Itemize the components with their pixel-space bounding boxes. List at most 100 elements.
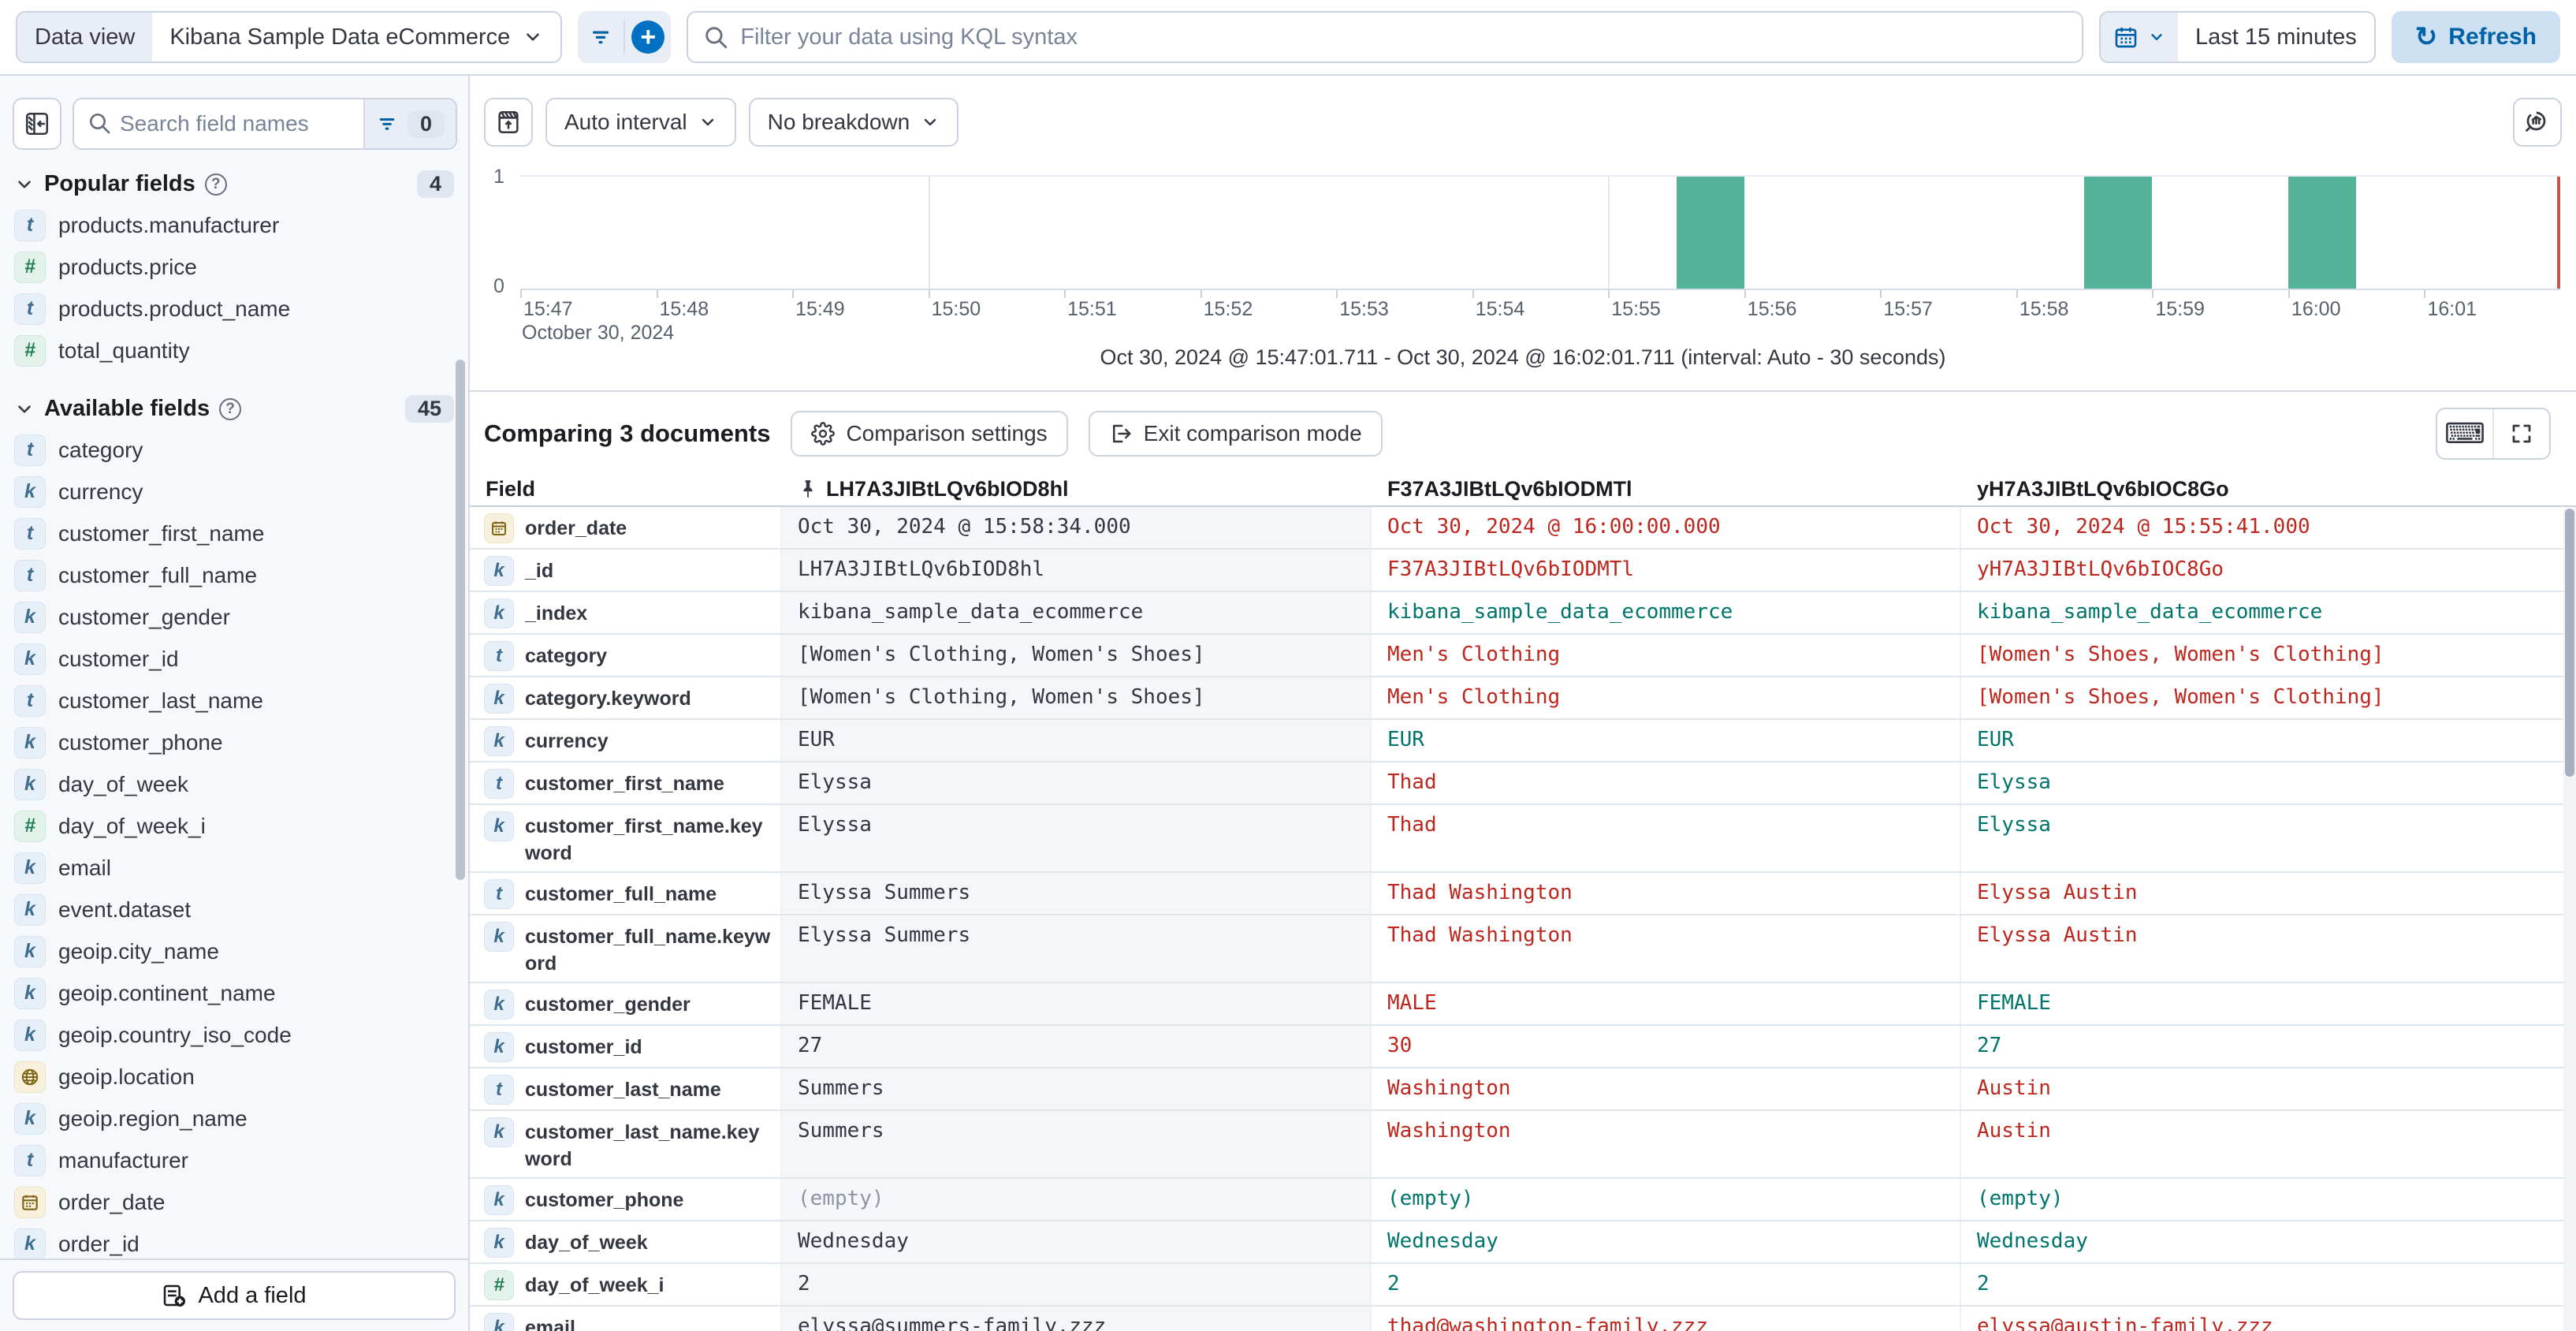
available-fields-header[interactable]: Available fields ? 45 bbox=[0, 382, 468, 429]
field-item-event.dataset[interactable]: k event.dataset bbox=[0, 889, 468, 930]
value-cell[interactable]: EUR bbox=[1372, 720, 1961, 761]
comparison-settings-button[interactable]: Comparison settings bbox=[791, 411, 1068, 457]
value-cell[interactable]: MALE bbox=[1372, 983, 1961, 1024]
value-cell[interactable]: F37A3JIBtLQv6bIODMTl bbox=[1372, 550, 1961, 591]
value-cell[interactable]: Oct 30, 2024 @ 16:00:00.000 bbox=[1372, 507, 1961, 548]
value-cell[interactable]: Austin bbox=[1961, 1111, 2576, 1177]
field-item-customer_phone[interactable]: k customer_phone bbox=[0, 721, 468, 763]
field-name-cell[interactable]: k day_of_week bbox=[470, 1221, 782, 1262]
value-cell[interactable]: kibana_sample_data_ecommerce bbox=[782, 592, 1372, 633]
value-cell[interactable]: Wednesday bbox=[782, 1221, 1372, 1262]
field-item-customer_last_name[interactable]: t customer_last_name bbox=[0, 680, 468, 721]
field-item-customer_full_name[interactable]: t customer_full_name bbox=[0, 554, 468, 596]
value-cell[interactable]: 27 bbox=[1961, 1026, 2576, 1067]
field-column-header[interactable]: Field bbox=[486, 476, 536, 501]
field-name-cell[interactable]: t customer_full_name bbox=[470, 873, 782, 914]
field-item-day_of_week_i[interactable]: # day_of_week_i bbox=[0, 805, 468, 847]
value-cell[interactable]: yH7A3JIBtLQv6bIOC8Go bbox=[1961, 550, 2576, 591]
field-search-input[interactable] bbox=[74, 99, 363, 148]
field-item-customer_gender[interactable]: k customer_gender bbox=[0, 596, 468, 638]
value-cell[interactable]: Men's Clothing bbox=[1372, 677, 1961, 718]
field-item-geoip.country_iso_code[interactable]: k geoip.country_iso_code bbox=[0, 1014, 468, 1056]
value-cell[interactable]: 2 bbox=[1372, 1264, 1961, 1305]
field-item-geoip.location[interactable]: geoip.location bbox=[0, 1056, 468, 1098]
value-cell[interactable]: Summers bbox=[782, 1068, 1372, 1109]
field-list-scroll-area[interactable]: Popular fields ? 4 t products.manufacture… bbox=[0, 150, 468, 1258]
field-name-cell[interactable]: k _index bbox=[470, 592, 782, 633]
add-field-button[interactable]: Add a field bbox=[13, 1271, 456, 1320]
value-cell[interactable]: 2 bbox=[782, 1264, 1372, 1305]
value-cell[interactable]: FEMALE bbox=[1961, 983, 2576, 1024]
histogram-bar-15:58:30[interactable] bbox=[2084, 177, 2153, 289]
value-cell[interactable]: Thad Washington bbox=[1372, 873, 1961, 914]
value-cell[interactable]: Thad Washington bbox=[1372, 915, 1961, 982]
value-cell[interactable]: Elyssa Austin bbox=[1961, 873, 2576, 914]
grid-scrollbar-track[interactable] bbox=[2563, 509, 2576, 1331]
value-cell[interactable]: Thad bbox=[1372, 805, 1961, 871]
value-cell[interactable]: [Women's Clothing, Women's Shoes] bbox=[782, 677, 1372, 718]
value-cell[interactable]: Men's Clothing bbox=[1372, 635, 1961, 676]
field-name-cell[interactable]: k customer_full_name.keyword bbox=[470, 915, 782, 982]
edit-visualization-button[interactable] bbox=[2513, 98, 2562, 147]
field-item-category[interactable]: t category bbox=[0, 429, 468, 471]
filter-button[interactable] bbox=[578, 11, 624, 63]
refresh-button[interactable]: ↻ Refresh bbox=[2391, 11, 2560, 63]
hide-chart-button[interactable] bbox=[484, 98, 533, 147]
exit-comparison-button[interactable]: Exit comparison mode bbox=[1088, 411, 1383, 457]
field-item-products.product_name[interactable]: t products.product_name bbox=[0, 288, 468, 330]
value-cell[interactable]: EUR bbox=[782, 720, 1372, 761]
field-item-products.price[interactable]: # products.price bbox=[0, 246, 468, 288]
field-name-cell[interactable]: k email bbox=[470, 1307, 782, 1331]
field-name-cell[interactable]: k customer_gender bbox=[470, 983, 782, 1024]
value-cell[interactable]: Washington bbox=[1372, 1068, 1961, 1109]
value-cell[interactable]: [Women's Clothing, Women's Shoes] bbox=[782, 635, 1372, 676]
value-cell[interactable]: Wednesday bbox=[1372, 1221, 1961, 1262]
field-item-customer_first_name[interactable]: t customer_first_name bbox=[0, 513, 468, 554]
value-cell[interactable]: 27 bbox=[782, 1026, 1372, 1067]
field-name-cell[interactable]: k category.keyword bbox=[470, 677, 782, 718]
value-cell[interactable]: Elyssa Summers bbox=[782, 915, 1372, 982]
value-cell[interactable]: EUR bbox=[1961, 720, 2576, 761]
time-picker-calendar-button[interactable] bbox=[2101, 13, 2179, 62]
value-cell[interactable]: Washington bbox=[1372, 1111, 1961, 1177]
field-item-order_date[interactable]: order_date bbox=[0, 1181, 468, 1223]
value-cell[interactable]: Elyssa Austin bbox=[1961, 915, 2576, 982]
value-cell[interactable]: Elyssa bbox=[1961, 805, 2576, 871]
field-filter-button[interactable]: 0 bbox=[363, 99, 456, 148]
value-cell[interactable]: (empty) bbox=[1961, 1179, 2576, 1220]
field-item-products.manufacturer[interactable]: t products.manufacturer bbox=[0, 204, 468, 246]
field-name-cell[interactable]: k customer_id bbox=[470, 1026, 782, 1067]
field-name-cell[interactable]: k customer_last_name.keyword bbox=[470, 1111, 782, 1177]
data-view-value-button[interactable]: Kibana Sample Data eCommerce bbox=[152, 13, 560, 62]
add-filter-button[interactable]: + bbox=[625, 11, 671, 63]
field-name-cell[interactable]: t category bbox=[470, 635, 782, 676]
histogram-bar-15:55:30[interactable] bbox=[1676, 177, 1744, 289]
histogram-bar-16:00:00[interactable] bbox=[2288, 177, 2357, 289]
field-name-cell[interactable]: k customer_first_name.keyword bbox=[470, 805, 782, 871]
value-cell[interactable]: thad@washington-family.zzz bbox=[1372, 1307, 1961, 1331]
field-item-geoip.continent_name[interactable]: k geoip.continent_name bbox=[0, 972, 468, 1014]
field-item-geoip.region_name[interactable]: k geoip.region_name bbox=[0, 1098, 468, 1139]
field-name-cell[interactable]: order_date bbox=[470, 507, 782, 548]
field-name-cell[interactable]: # day_of_week_i bbox=[470, 1264, 782, 1305]
field-item-manufacturer[interactable]: t manufacturer bbox=[0, 1139, 468, 1181]
field-item-total_quantity[interactable]: # total_quantity bbox=[0, 330, 468, 371]
pinned-doc-column-header[interactable]: LH7A3JIBtLQv6bIOD8hl bbox=[782, 477, 1372, 501]
value-cell[interactable]: [Women's Shoes, Women's Clothing] bbox=[1961, 677, 2576, 718]
fullscreen-button[interactable] bbox=[2494, 409, 2549, 458]
value-cell[interactable]: Austin bbox=[1961, 1068, 2576, 1109]
value-cell[interactable]: Oct 30, 2024 @ 15:58:34.000 bbox=[782, 507, 1372, 548]
value-cell[interactable]: Summers bbox=[782, 1111, 1372, 1177]
value-cell[interactable]: (empty) bbox=[782, 1179, 1372, 1220]
value-cell[interactable]: Elyssa Summers bbox=[782, 873, 1372, 914]
breakdown-dropdown[interactable]: No breakdown bbox=[748, 98, 959, 147]
field-name-cell[interactable]: k customer_phone bbox=[470, 1179, 782, 1220]
doc-column-header[interactable]: yH7A3JIBtLQv6bIOC8Go bbox=[1977, 476, 2229, 501]
doc-column-header[interactable]: F37A3JIBtLQv6bIODMTl bbox=[1387, 476, 1632, 501]
sidebar-scrollbar-thumb[interactable] bbox=[456, 360, 465, 880]
popular-fields-header[interactable]: Popular fields ? 4 bbox=[0, 158, 468, 204]
field-name-cell[interactable]: k _id bbox=[470, 550, 782, 591]
field-item-currency[interactable]: k currency bbox=[0, 471, 468, 513]
field-name-cell[interactable]: t customer_first_name bbox=[470, 762, 782, 803]
kql-search-input[interactable] bbox=[687, 11, 2084, 63]
